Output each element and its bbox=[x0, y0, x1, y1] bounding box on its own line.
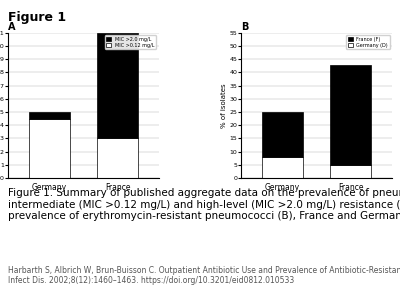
Text: Harbarth S, Albrich W, Brun-Buisson C. Outpatient Antibiotic Use and Prevalence : Harbarth S, Albrich W, Brun-Buisson C. O… bbox=[8, 266, 400, 285]
Text: A: A bbox=[8, 22, 16, 32]
Legend: France (F), Germany (D): France (F), Germany (D) bbox=[346, 35, 390, 49]
Bar bbox=[97, 33, 138, 138]
Legend: MIC >2.0 mg/L, MIC >0.12 mg/L: MIC >2.0 mg/L, MIC >0.12 mg/L bbox=[105, 35, 156, 49]
Text: Figure 1. Summary of published aggregate data on the prevalence of pneumococci w: Figure 1. Summary of published aggregate… bbox=[8, 188, 400, 221]
Bar bbox=[330, 165, 372, 178]
Bar bbox=[28, 112, 70, 119]
Bar bbox=[262, 112, 303, 157]
Y-axis label: % of isolates: % of isolates bbox=[220, 83, 226, 128]
Bar bbox=[97, 138, 138, 178]
Bar bbox=[262, 157, 303, 178]
Text: B: B bbox=[242, 22, 249, 32]
Text: Figure 1: Figure 1 bbox=[8, 11, 66, 24]
Bar bbox=[330, 64, 372, 165]
Bar bbox=[28, 118, 70, 178]
